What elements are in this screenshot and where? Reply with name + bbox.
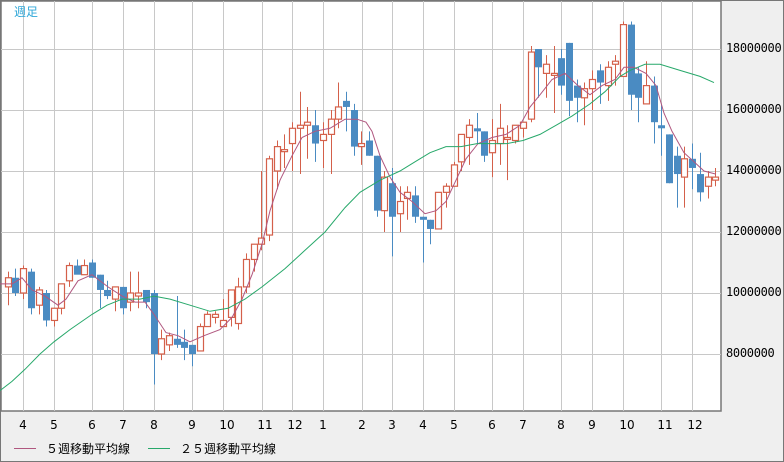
x-axis-label: 10 [619,418,635,432]
legend-label-ma5: ５週移動平均線 [46,442,131,456]
x-axis-label: 5 [450,418,458,432]
x-axis-label: 4 [419,418,427,432]
legend: ５週移動平均線 ２５週移動平均線 [14,440,294,457]
y-axis-label: 8000000 [726,346,775,360]
x-axis-label: 11 [657,418,673,432]
x-axis-label: 6 [88,418,96,432]
gridlines [1,1,721,411]
x-axis-label: 5 [50,418,58,432]
x-axis-label: 11 [257,418,273,432]
x-axis-label: 4 [19,418,27,432]
ma5-line-swatch-icon [14,448,36,449]
x-axis-label: 7 [119,418,127,432]
x-axis-label: 12 [687,418,703,432]
y-axis-label: 14000000 [726,163,782,177]
legend-item-ma25: ２５週移動平均線 [148,440,276,457]
x-axis-label: 6 [488,418,496,432]
x-axis-label: 1 [319,418,327,432]
x-axis-label: 3 [388,418,396,432]
period-label: 週足 [14,5,39,19]
x-axis-label: 12 [287,418,303,432]
x-axis-label: 8 [150,418,158,432]
x-axis-label: 9 [588,418,596,432]
legend-label-ma25: ２５週移動平均線 [180,442,277,456]
y-axis-label: 12000000 [726,224,782,238]
moving-average-lines [0,63,717,391]
x-axis-label: 2 [358,418,366,432]
x-axis-label: 8 [557,418,565,432]
y-axis-label: 10000000 [726,285,782,299]
x-axis-label: 7 [519,418,527,432]
y-axis-label: 16000000 [726,102,782,116]
ma25-line-swatch-icon [148,448,171,449]
legend-item-ma5: ５週移動平均線 [14,440,130,457]
x-axis-label: 10 [219,418,235,432]
candles [4,21,720,385]
x-axis-label: 9 [188,418,196,432]
y-axis-label: 18000000 [726,41,782,55]
